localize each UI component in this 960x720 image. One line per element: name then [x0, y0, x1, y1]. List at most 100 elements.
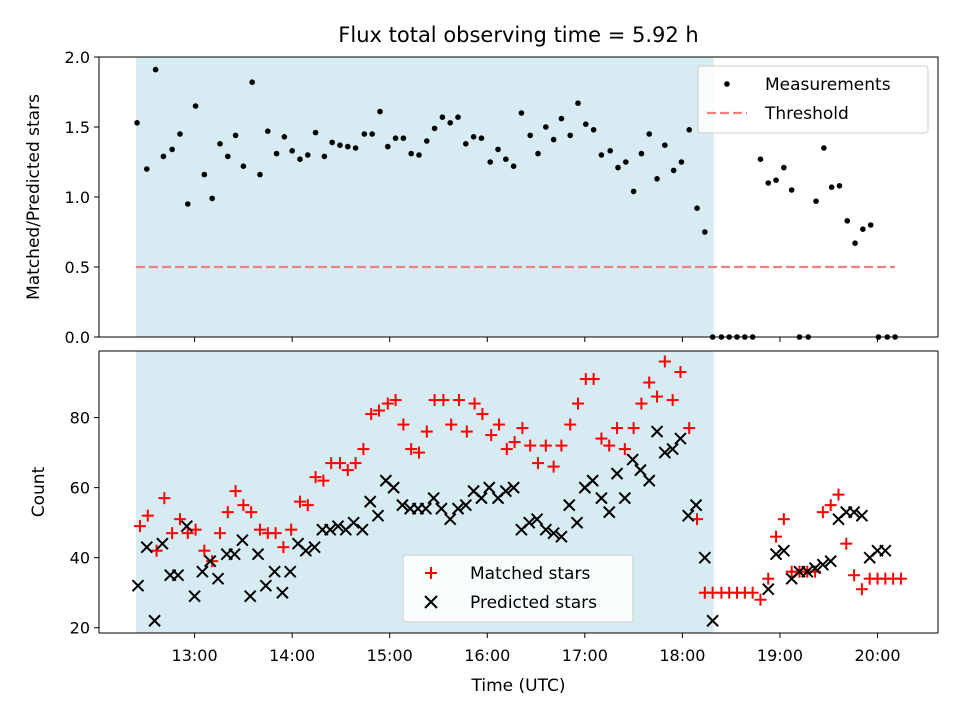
x-tick-label: 17:00: [562, 646, 608, 665]
measurement-point: [455, 114, 461, 120]
predicted-star-point: [180, 519, 194, 533]
legend-matched-label: Matched stars: [470, 564, 590, 584]
predicted-star-point: [682, 509, 695, 522]
matched-star-point: [198, 544, 211, 557]
predicted-star-point: [228, 547, 241, 561]
measurement-point: [240, 163, 247, 169]
top-y-axis: 0.0 0.5 1.0 1.5 2.0: [65, 48, 99, 347]
measurement-point: [646, 131, 653, 137]
matched-star-point: [309, 471, 322, 484]
measurement-point: [369, 131, 375, 137]
measurement-point: [821, 145, 827, 151]
bottom-y-axis-label: Count: [29, 466, 49, 517]
measurement-point: [623, 159, 629, 165]
x-tick-label: 18:00: [659, 646, 705, 665]
measurement-point: [192, 103, 199, 109]
measurement-point: [662, 142, 668, 148]
predicted-star-point: [769, 547, 783, 561]
predicted-star-point: [499, 484, 513, 498]
x-tick-label: 19:00: [757, 646, 803, 665]
predicted-star-point: [435, 502, 448, 515]
matched-stars-points: [133, 355, 907, 606]
measurement-point: [463, 141, 469, 147]
matched-star-point: [683, 422, 696, 435]
predicted-star-point: [563, 498, 576, 512]
measurement-point: [392, 135, 399, 141]
matched-star-point: [539, 439, 552, 452]
predicted-star-point: [156, 537, 169, 550]
matched-star-point: [445, 418, 458, 431]
predicted-star-point: [324, 523, 337, 536]
measurement-point: [352, 145, 359, 151]
predicted-star-point: [539, 523, 553, 536]
predicted-star-point: [444, 512, 457, 526]
bottom-plot-frame: [98, 350, 939, 634]
predicted-star-point: [244, 590, 257, 603]
legend-measurements-label: Measurements: [765, 75, 891, 95]
measurement-point: [813, 198, 819, 204]
predicted-star-point: [658, 446, 672, 459]
matched-star-point: [572, 397, 585, 410]
legend-matched-marker: [425, 567, 437, 579]
predicted-star-point: [419, 502, 433, 515]
measurement-point: [209, 195, 215, 202]
measurement-point: [217, 141, 223, 147]
matched-star-point: [269, 527, 282, 540]
predicted-star-point: [816, 558, 830, 571]
predicted-star-point: [371, 509, 385, 522]
measurement-point: [304, 152, 311, 158]
measurement-point: [694, 205, 700, 211]
x-tick-label: 15:00: [367, 646, 413, 665]
measurement-point: [765, 180, 772, 186]
predicted-star-point: [251, 547, 265, 561]
measurement-point: [439, 114, 446, 120]
matched-star-point: [397, 418, 410, 431]
predicted-star-point: [196, 565, 209, 578]
measurement-point: [844, 218, 851, 224]
matched-star-point: [595, 432, 608, 445]
measurement-point: [852, 240, 858, 246]
x-tick-label: 14:00: [269, 646, 315, 665]
measurement-point: [867, 222, 874, 228]
predicted-star-point: [171, 568, 185, 582]
predicted-star-point: [356, 523, 369, 536]
matched-star-point: [832, 488, 845, 501]
y-tick-label: 20: [70, 619, 90, 638]
matched-star-point: [848, 569, 861, 582]
measurement-point: [487, 159, 494, 165]
matched-star-point: [158, 492, 171, 505]
top-panel: 0.00.51.01.52.0 Matched/Predicted stars …: [24, 48, 939, 347]
predicted-star-point: [643, 474, 656, 487]
x-tick-label: 16:00: [464, 646, 510, 665]
matched-star-point: [855, 583, 868, 596]
measurement-point: [478, 135, 485, 141]
matched-star-point: [293, 495, 306, 508]
measurement-point: [670, 167, 677, 174]
matched-star-point: [349, 457, 362, 470]
matched-star-point: [611, 422, 624, 435]
legend-threshold-label: Threshold: [764, 104, 849, 124]
measurement-point: [470, 134, 477, 140]
predicted-star-point: [706, 614, 719, 627]
measurement-point: [510, 163, 517, 169]
predicted-star-point: [427, 491, 440, 505]
measurement-point: [567, 132, 574, 139]
measurement-point: [329, 139, 335, 146]
matched-star-point: [372, 404, 385, 417]
y-tick-label: 60: [70, 479, 90, 498]
matched-star-point: [333, 457, 346, 470]
matched-star-point: [141, 509, 154, 522]
measurement-point: [177, 131, 183, 137]
measurement-point: [630, 188, 637, 195]
predicted-star-point: [347, 516, 360, 529]
predicted-star-point: [570, 516, 584, 529]
matched-star-point: [777, 513, 790, 526]
matched-star-point: [150, 544, 163, 557]
y-tick-label: 1.5: [65, 118, 90, 137]
matched-star-point: [894, 572, 907, 585]
y-tick-label: 1.0: [65, 188, 90, 207]
matched-star-point: [762, 572, 775, 585]
predicted-star-point: [847, 505, 861, 519]
matched-star-point: [824, 499, 837, 512]
predicted-star-point: [387, 481, 400, 494]
